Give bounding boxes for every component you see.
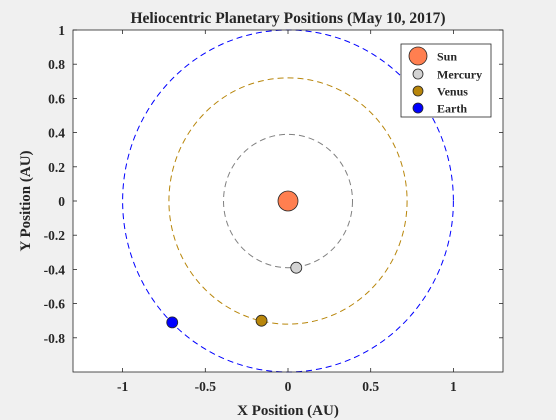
y-tick-label: 0 — [58, 194, 65, 209]
x-tick-label: 0.5 — [362, 379, 379, 394]
y-axis-label: Y Position (AU) — [18, 150, 34, 251]
point-sun — [277, 190, 299, 212]
legend-marker-sun — [408, 46, 428, 66]
y-tick-label: -0.6 — [44, 297, 66, 312]
legend-marker-earth — [412, 102, 424, 114]
x-tick-label: -0.5 — [195, 379, 217, 394]
x-axis: -1 -0.5 0 0.5 1 — [117, 30, 457, 394]
x-axis-label: X Position (AU) — [237, 403, 339, 419]
y-tick-label: -0.4 — [44, 262, 66, 277]
legend-label-earth: Earth — [437, 102, 467, 116]
y-tick-label: 1 — [58, 23, 65, 38]
legend-label-venus: Venus — [437, 85, 468, 99]
y-tick-label: -0.8 — [44, 331, 66, 346]
orbit-mercury — [223, 133, 353, 269]
legend-label-sun: Sun — [437, 50, 457, 64]
points-layer — [166, 190, 303, 329]
y-tick-label: 0.6 — [48, 91, 65, 106]
orbit-venus — [168, 77, 408, 325]
legend-items: Sun Mercury Venus Earth — [408, 46, 482, 116]
chart-title: Heliocentric Planetary Positions (May 10… — [130, 10, 445, 27]
x-tick-label: -1 — [117, 379, 128, 394]
legend-marker-mercury — [412, 68, 424, 80]
y-axis: 1 0.8 0.6 0.4 0.2 0 -0.2 -0.4 -0.6 -0.8 — [44, 23, 503, 346]
y-tick-label: -0.2 — [44, 228, 66, 243]
legend-marker-venus — [412, 85, 424, 97]
x-tick-label: 0 — [285, 379, 292, 394]
legend: Sun Mercury Venus Earth — [400, 43, 492, 118]
legend-label-mercury: Mercury — [437, 68, 482, 82]
point-venus — [255, 314, 268, 327]
y-tick-label: 0.2 — [48, 160, 65, 175]
point-earth — [166, 316, 179, 329]
x-tick-label: 1 — [450, 379, 457, 394]
point-mercury — [290, 261, 303, 274]
y-tick-label: 0.8 — [48, 57, 65, 72]
y-tick-label: 0.4 — [48, 126, 65, 141]
